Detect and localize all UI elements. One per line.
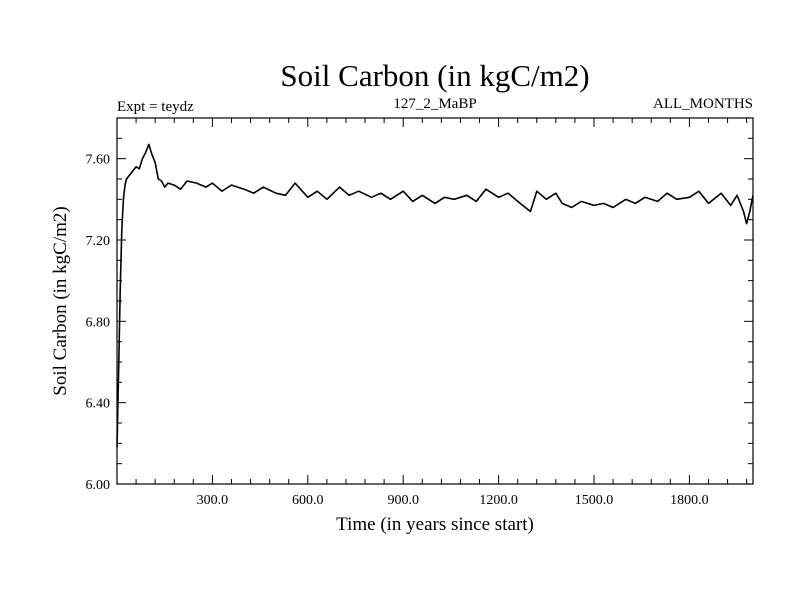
y-tick-label: 6.40 xyxy=(86,397,111,412)
x-tick-label: 900.0 xyxy=(387,493,419,508)
y-axis-label: Soil Carbon (in kgC/m2) xyxy=(50,206,71,395)
y-tick-label: 7.60 xyxy=(86,153,111,168)
y-tick-label: 7.20 xyxy=(86,234,111,249)
x-axis-ticks: 300.0 600.0 900.0 1200.0 1500.0 1800.0 xyxy=(135,118,748,508)
x-tick-label: 300.0 xyxy=(197,493,229,508)
series-layer xyxy=(116,143,754,448)
x-axis-label: Time (in years since start) xyxy=(336,514,534,535)
x-tick-label: 600.0 xyxy=(292,493,324,508)
period-label: 127_2_MaBP xyxy=(393,96,476,112)
x-tick-label: 1200.0 xyxy=(479,493,518,508)
y-tick-label: 6.80 xyxy=(86,315,111,330)
months-label: ALL_MONTHS xyxy=(653,96,753,112)
plot-frame xyxy=(116,117,754,485)
x-tick-label: 1500.0 xyxy=(575,493,614,508)
chart-title: Soil Carbon (in kgC/m2) xyxy=(280,58,589,93)
soil-carbon-series-line xyxy=(116,143,754,448)
y-tick-label: 6.00 xyxy=(86,478,111,493)
experiment-label: Expt = teydz xyxy=(117,99,194,115)
y-axis-ticks: 6.00 6.40 6.80 7.20 7.60 xyxy=(86,117,753,493)
x-tick-label: 1800.0 xyxy=(670,493,709,508)
